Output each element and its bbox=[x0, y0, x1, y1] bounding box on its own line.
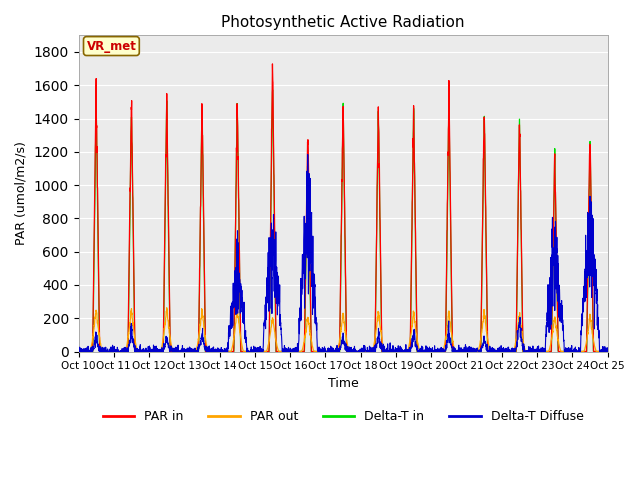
Text: VR_met: VR_met bbox=[86, 39, 136, 53]
Y-axis label: PAR (umol/m2/s): PAR (umol/m2/s) bbox=[15, 142, 28, 245]
Legend: PAR in, PAR out, Delta-T in, Delta-T Diffuse: PAR in, PAR out, Delta-T in, Delta-T Dif… bbox=[98, 405, 588, 428]
X-axis label: Time: Time bbox=[328, 377, 358, 390]
Title: Photosynthetic Active Radiation: Photosynthetic Active Radiation bbox=[221, 15, 465, 30]
